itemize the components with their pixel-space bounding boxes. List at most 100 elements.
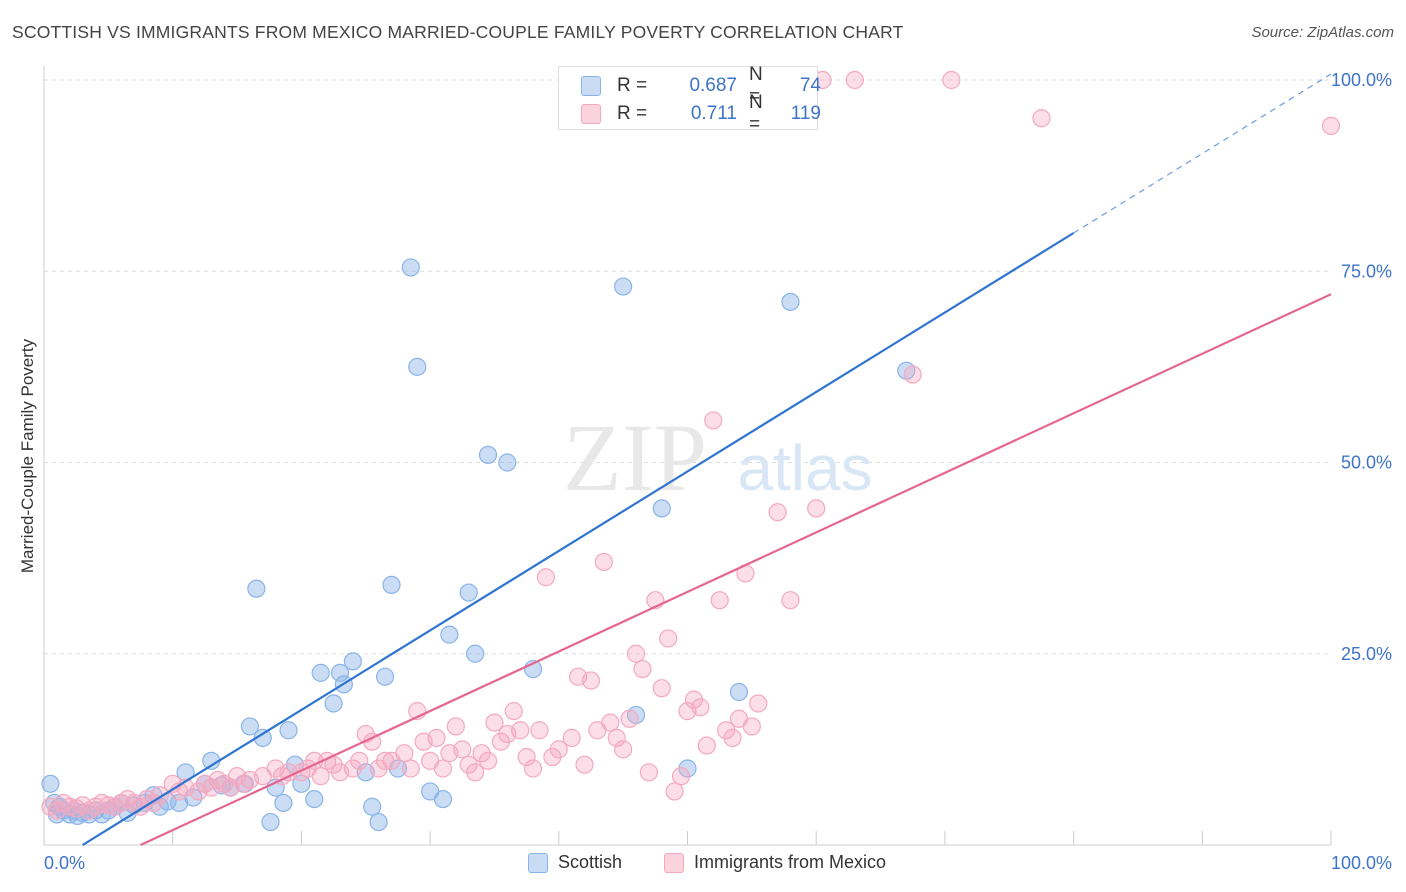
data-point-mexico (781, 591, 800, 610)
legend-item-scottish[interactable]: Scottish (528, 852, 622, 873)
legend-swatch-scottish (581, 76, 601, 96)
chart-source: Source: ZipAtlas.com (1251, 24, 1394, 41)
data-point-scottish (781, 292, 800, 311)
data-point-scottish (478, 445, 498, 464)
data-point-mexico (511, 721, 530, 740)
data-point-scottish (279, 721, 298, 740)
data-point-mexico (723, 728, 742, 748)
data-point-mexico (549, 740, 568, 759)
y-tick-label: 75.0% (1341, 261, 1392, 281)
data-point-scottish (261, 812, 280, 832)
data-point-scottish (68, 806, 87, 826)
data-point-mexico (523, 759, 543, 778)
data-point-scottish (466, 644, 485, 663)
data-point-scottish (363, 797, 382, 816)
data-point-scottish (382, 575, 401, 595)
data-point-mexico (453, 740, 472, 759)
data-point-scottish (369, 812, 388, 832)
legend-swatch-mexico (664, 852, 684, 873)
data-point-mexico (768, 503, 787, 522)
data-point-scottish (311, 663, 330, 682)
data-point-scottish (408, 357, 427, 376)
data-point-mexico (742, 717, 761, 736)
trend-line-mexico (140, 293, 1332, 846)
data-point-mexico (626, 644, 646, 663)
data-point-mexico (704, 411, 723, 430)
data-point-scottish (433, 789, 453, 809)
data-point-mexico (581, 671, 601, 690)
data-point-scottish (375, 667, 395, 686)
data-point-mexico (671, 767, 691, 786)
watermark: ZIP atlas (563, 404, 873, 511)
data-point-mexico (665, 782, 684, 801)
chart-grid (44, 79, 1331, 655)
data-point-mexico (601, 713, 620, 732)
y-tick-label: 100.0% (1331, 70, 1392, 90)
data-point-mexico (942, 70, 961, 90)
tick-labels: 25.0% 50.0% 75.0% 100.0% 0.0% 100.0% (44, 70, 1392, 873)
series-legend: Scottish Immigrants from Mexico (0, 852, 1406, 878)
legend-label-mexico: Immigrants from Mexico (694, 852, 887, 872)
data-point-mexico (652, 679, 671, 698)
series-mexico-points (41, 70, 1341, 820)
data-point-mexico (633, 659, 652, 679)
data-point-mexico (536, 568, 556, 587)
data-point-scottish (498, 453, 517, 472)
data-point-mexico (1032, 109, 1051, 128)
data-point-scottish (247, 579, 266, 598)
data-point-mexico (697, 736, 716, 755)
data-point-mexico (1321, 116, 1341, 136)
trend-line-scottish (82, 232, 1075, 846)
legend-swatch-scottish (528, 852, 548, 873)
watermark-atlas: atlas (737, 432, 872, 504)
data-point-mexico (710, 591, 729, 610)
data-point-mexico (530, 721, 549, 740)
data-point-scottish (459, 583, 478, 602)
data-point-scottish (440, 625, 459, 644)
legend-label-scottish: Scottish (558, 852, 623, 872)
x-tick-label: 100.0% (1331, 853, 1392, 873)
data-point-mexico (478, 751, 498, 770)
data-point-scottish (330, 663, 350, 682)
legend-r-value: 0.687 (689, 75, 737, 96)
data-point-scottish (41, 774, 60, 793)
watermark-zip: ZIP (563, 404, 707, 511)
data-point-scottish (614, 277, 633, 296)
legend-n-value: 119 (790, 103, 821, 124)
legend-n-value: 74 (799, 75, 821, 96)
data-point-scottish (274, 793, 293, 813)
data-point-scottish (324, 694, 343, 713)
legend-r-value: 0.711 (690, 103, 737, 124)
data-point-mexico (620, 709, 639, 728)
data-point-mexico (903, 365, 922, 384)
data-point-mexico (401, 759, 420, 778)
data-point-mexico (517, 747, 536, 767)
legend-r-label: R = (617, 75, 648, 96)
data-point-mexico (594, 552, 613, 572)
data-point-scottish (729, 682, 749, 702)
y-tick-label: 25.0% (1341, 644, 1392, 664)
data-point-mexico (433, 759, 453, 778)
correlation-legend: R = 0.687 N = 74 R = 0.711 N = 119 (558, 64, 821, 135)
data-point-mexico (446, 717, 465, 736)
legend-item-mexico[interactable]: Immigrants from Mexico (664, 852, 886, 873)
data-point-mexico (504, 702, 523, 721)
legend-r-label: R = (617, 103, 648, 124)
data-point-scottish (343, 652, 362, 671)
chart-title: SCOTTISH VS IMMIGRANTS FROM MEXICO MARRI… (12, 22, 904, 42)
data-point-mexico (749, 694, 768, 713)
data-point-mexico (466, 763, 485, 782)
data-point-mexico (562, 728, 581, 748)
data-point-mexico (375, 751, 395, 770)
data-point-mexico (575, 755, 594, 774)
data-point-mexico (395, 744, 414, 763)
data-point-mexico (845, 70, 864, 90)
data-point-mexico (427, 728, 446, 748)
data-point-mexico (639, 763, 658, 782)
legend-swatch-mexico (581, 104, 601, 124)
data-point-scottish (240, 717, 260, 736)
legend-n-label: N = (749, 92, 763, 135)
data-point-mexico (485, 713, 504, 732)
legend-n-label: N = (749, 64, 763, 107)
data-point-scottish (652, 499, 671, 518)
